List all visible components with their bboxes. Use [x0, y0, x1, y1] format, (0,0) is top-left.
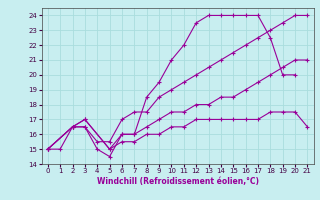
X-axis label: Windchill (Refroidissement éolien,°C): Windchill (Refroidissement éolien,°C) [97, 177, 259, 186]
